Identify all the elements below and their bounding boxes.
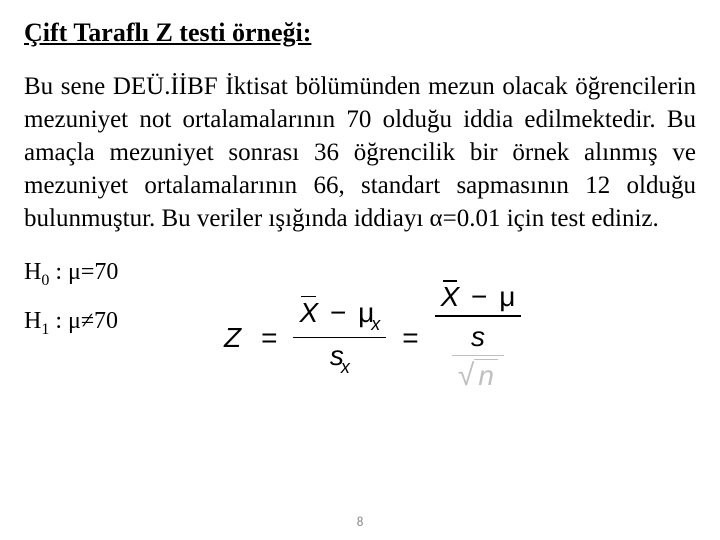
equals-2: =	[402, 322, 418, 354]
minus-1: −	[330, 297, 346, 328]
page-number: 8	[0, 515, 720, 530]
slide-title: Çift Taraflı Z testi örneği:	[24, 18, 696, 48]
fraction-1-numerator: X − μx	[293, 295, 386, 337]
z-formula: Z = X − μx sx = X − μ s	[224, 279, 527, 396]
fraction-1: X − μx sx	[293, 295, 386, 381]
hypotheses-column: H0 : μ=70 H1 : μ≠70	[24, 259, 224, 357]
hypothesis-h1: H1 : μ≠70	[24, 308, 224, 339]
fraction-2-numerator: X − μ	[435, 279, 522, 315]
formula-z: Z	[224, 322, 241, 354]
inner-fraction: s √ n	[452, 319, 504, 395]
x-bar-1: X	[299, 297, 318, 329]
x-bar-2: X	[441, 281, 460, 313]
sqrt-content: n	[474, 359, 498, 392]
hypothesis-h0: H0 : μ=70	[24, 259, 224, 290]
sqrt-n: √ n	[458, 359, 498, 392]
s-sub-xbar: x	[341, 357, 350, 377]
fraction-2: X − μ s √ n	[435, 279, 522, 396]
h0-text: : μ=70	[49, 259, 118, 285]
inner-den: √ n	[452, 356, 504, 394]
h1-text: : μ≠70	[49, 308, 118, 334]
hypotheses-and-formula: H0 : μ=70 H1 : μ≠70 Z = X − μx sx = X − …	[24, 259, 696, 396]
equals-1: =	[261, 322, 277, 354]
inner-num: s	[465, 319, 491, 355]
h0-label: H	[24, 259, 41, 285]
fraction-1-denominator: sx	[324, 338, 356, 380]
mu-2: μ	[499, 281, 515, 312]
minus-2: −	[471, 281, 487, 312]
mu-sub-x: x	[371, 314, 380, 334]
h1-label: H	[24, 308, 41, 334]
fraction-2-denominator: s √ n	[440, 317, 516, 397]
sqrt-symbol: √	[458, 361, 474, 394]
body-paragraph: Bu sene DEÜ.İİBF İktisat bölümünden mezu…	[24, 70, 696, 235]
